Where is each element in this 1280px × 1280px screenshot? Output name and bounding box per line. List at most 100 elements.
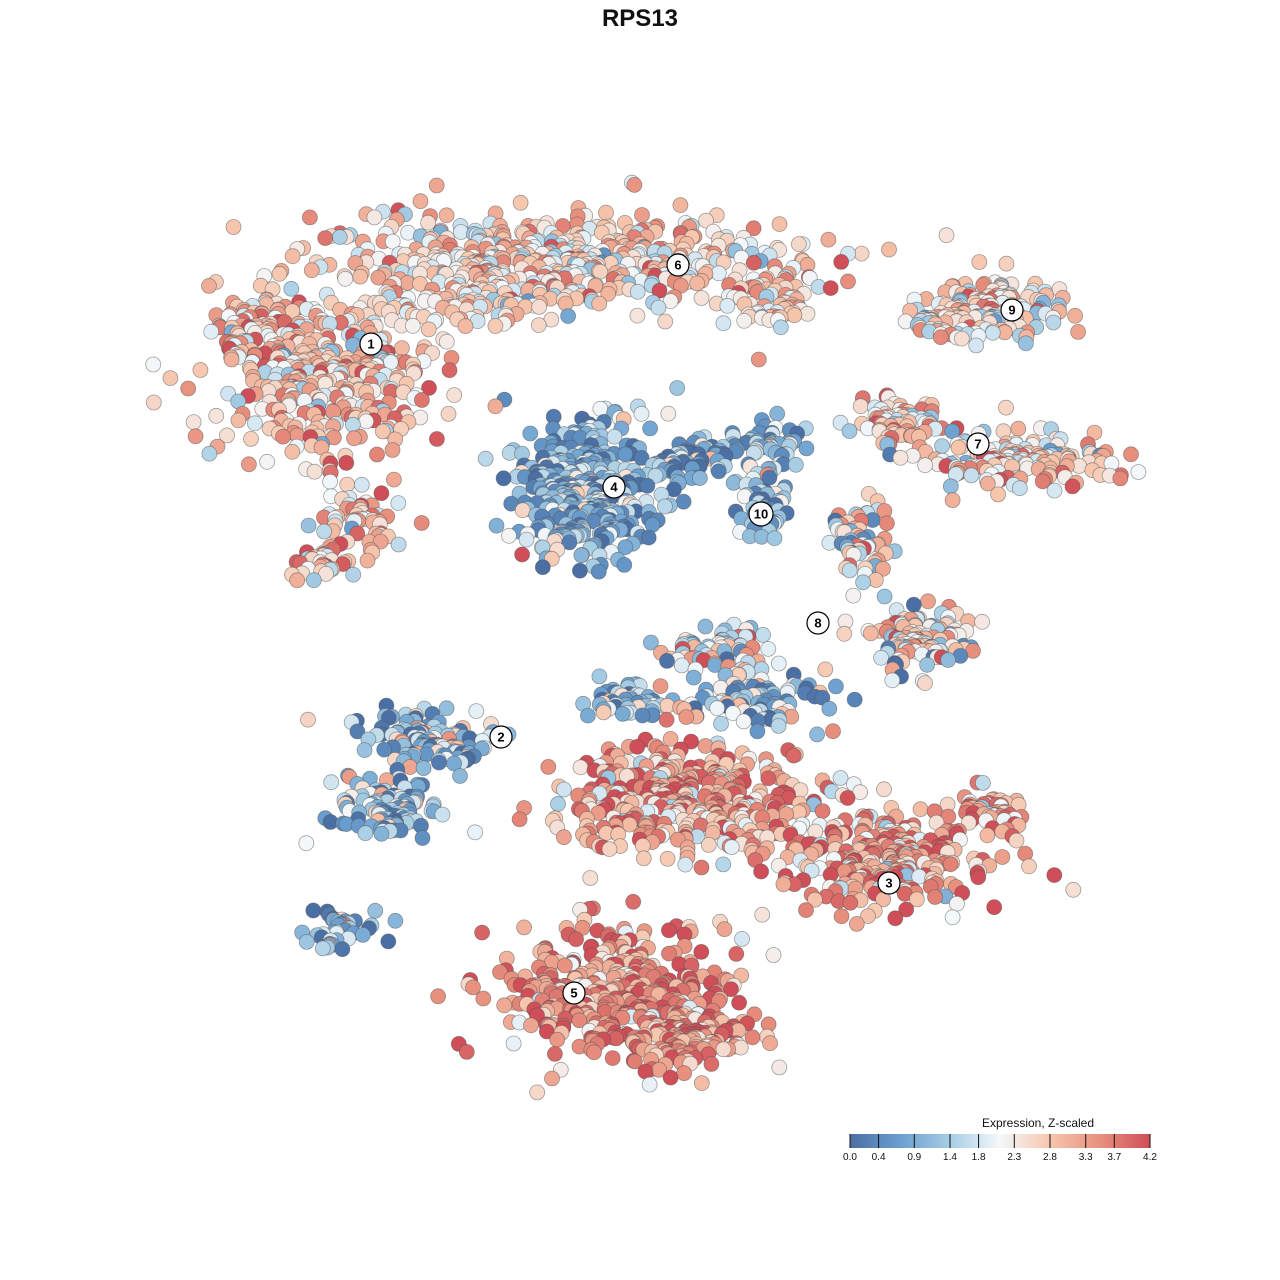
- cell-point-cluster-1: [441, 362, 458, 379]
- cell-point-cluster-3: [833, 908, 850, 925]
- cell-point-cluster-1: [201, 277, 217, 294]
- cluster-label-text: 9: [1008, 303, 1015, 318]
- cell-point-cluster-6: [420, 214, 437, 231]
- cell-point-cluster-3: [994, 849, 1011, 865]
- cell-point-cluster-8: [673, 657, 690, 674]
- cell-point-cluster-1: [404, 317, 421, 334]
- cell-point-cluster-8: [760, 641, 777, 657]
- cell-point-cluster-6: [736, 312, 753, 329]
- cell-point-cluster-1: [284, 248, 301, 265]
- cell-point-cluster-2: [452, 768, 468, 784]
- cell-point-cluster-4: [522, 425, 539, 442]
- cell-point-cluster-1: [284, 443, 301, 460]
- cell-point-cluster-4: [514, 502, 531, 519]
- cell-point-cluster-4: [657, 498, 673, 515]
- cell-point-cluster-2: [380, 933, 397, 950]
- cluster-label-text: 2: [497, 730, 504, 745]
- cell-point-cluster-5: [625, 893, 642, 910]
- cell-point-cluster-1: [275, 428, 291, 445]
- cell-point-cluster-5: [430, 988, 447, 1005]
- cell-point-cluster-2: [846, 691, 863, 708]
- cell-point-cluster-5: [641, 1076, 658, 1093]
- cell-point-cluster-9: [1070, 323, 1086, 340]
- cell-point-cluster-4: [660, 405, 677, 422]
- cell-point-cluster-7: [944, 492, 961, 509]
- cell-point-cluster-3: [760, 770, 777, 787]
- legend-tick-label: 0.0: [843, 1152, 857, 1163]
- cell-point-cluster-6: [772, 319, 789, 336]
- cell-point-cluster-4: [675, 493, 692, 510]
- cell-point-cluster-8: [876, 588, 893, 605]
- cell-point-cluster-7: [841, 423, 858, 440]
- cell-point-cluster-6: [833, 253, 850, 270]
- cell-point-cluster-1: [438, 333, 455, 350]
- cell-point-cluster-5: [731, 994, 747, 1011]
- points-layer: [145, 174, 1147, 1101]
- cell-point-cluster-2: [735, 713, 752, 730]
- cell-point-cluster-6: [881, 241, 897, 258]
- cell-point-cluster-6: [337, 270, 354, 287]
- cell-point-cluster-5: [662, 1069, 679, 1086]
- cluster-label-1: 1: [359, 332, 383, 356]
- legend-colorbar: [850, 1134, 1150, 1148]
- cell-point-cluster-3: [556, 781, 572, 798]
- cell-point-cluster-2: [298, 835, 315, 852]
- cell-point-cluster-4: [495, 470, 512, 487]
- cell-point-cluster-4: [639, 477, 656, 494]
- cell-point-cluster-1: [359, 552, 376, 569]
- cell-point-cluster-5: [676, 1065, 692, 1082]
- cell-point-cluster-2: [809, 726, 825, 743]
- cell-point-cluster-2: [415, 760, 432, 777]
- cell-point-cluster-7: [990, 486, 1006, 503]
- cell-point-cluster-6: [938, 227, 955, 244]
- cell-point-cluster-7: [1130, 464, 1147, 480]
- cell-point-cluster-5: [716, 921, 733, 938]
- cell-point-cluster-7: [934, 438, 950, 455]
- cell-point-cluster-1: [369, 446, 385, 463]
- cell-point-cluster-2: [434, 806, 451, 823]
- cell-point-cluster-2: [356, 742, 373, 758]
- cell-point-cluster-3: [1046, 867, 1063, 883]
- cell-point-cluster-3: [540, 759, 557, 775]
- cell-point-cluster-2: [770, 718, 787, 734]
- cell-point-cluster-1: [413, 515, 430, 531]
- cell-point-cluster-3: [550, 796, 566, 812]
- cell-point-cluster-6: [366, 209, 383, 226]
- cell-point-cluster-3: [1008, 832, 1025, 849]
- cell-point-cluster-5: [505, 1035, 522, 1052]
- cell-point-cluster-6: [629, 283, 646, 300]
- cell-point-cluster-3: [942, 856, 959, 873]
- cell-point-cluster-3: [970, 869, 987, 886]
- cell-point-cluster-3: [912, 801, 929, 818]
- cell-point-cluster-5: [703, 1056, 720, 1072]
- cell-point-cluster-9: [1067, 307, 1083, 324]
- cell-point-cluster-2: [414, 830, 431, 846]
- cell-point-cluster-1: [289, 572, 306, 589]
- cell-point-cluster-6: [853, 245, 870, 262]
- legend-tick-label: 4.2: [1143, 1152, 1157, 1163]
- cell-point-cluster-1: [180, 380, 197, 397]
- cell-point-cluster-5: [516, 919, 532, 936]
- cell-point-cluster-2: [373, 825, 390, 842]
- cell-point-cluster-1: [240, 456, 257, 473]
- cell-point-cluster-3: [825, 723, 841, 740]
- cell-point-cluster-5: [458, 1044, 475, 1060]
- cluster-label-8: 8: [806, 611, 830, 635]
- cell-point-cluster-7: [1010, 420, 1027, 437]
- cell-point-cluster-6: [317, 230, 334, 247]
- cell-point-cluster-6: [689, 275, 706, 292]
- cell-point-cluster-6: [225, 219, 242, 235]
- cell-point-cluster-8: [920, 593, 936, 610]
- chart-title: RPS13: [602, 5, 678, 32]
- cell-point-cluster-4: [501, 527, 517, 544]
- cell-point-cluster-1: [223, 351, 240, 368]
- cell-point-cluster-10: [766, 530, 783, 547]
- cell-point-cluster-3: [601, 841, 618, 857]
- cell-point-cluster-3: [715, 856, 732, 873]
- cell-point-cluster-3: [753, 863, 769, 880]
- cell-point-cluster-2: [298, 934, 315, 950]
- cell-point-cluster-1: [390, 536, 407, 553]
- cell-point-cluster-6: [420, 321, 437, 338]
- cell-point-cluster-1: [283, 280, 300, 297]
- cell-point-cluster-1: [421, 379, 437, 396]
